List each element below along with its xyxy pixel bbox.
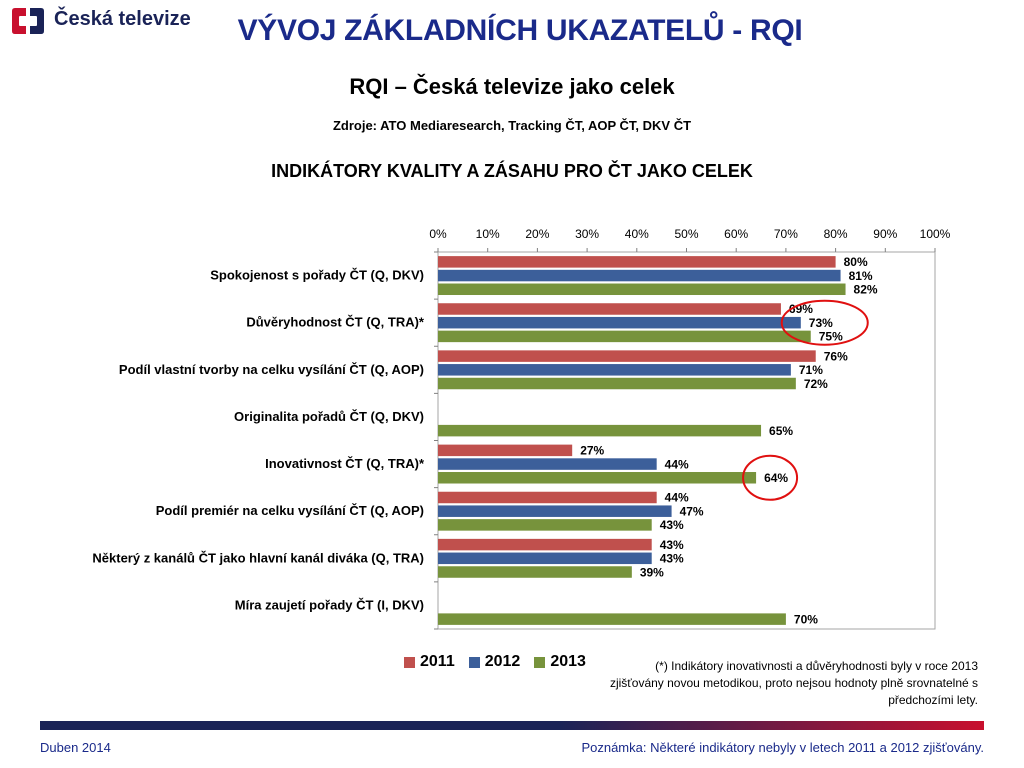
logo-text: Česká televize [54, 8, 191, 30]
data-label-2013: 43% [660, 518, 684, 532]
x-tick-label: 90% [873, 227, 897, 241]
x-tick-label: 10% [476, 227, 500, 241]
x-tick-label: 80% [824, 227, 848, 241]
bar-2011 [438, 444, 573, 457]
footer-bar [40, 721, 984, 730]
chart-title: INDIKÁTORY KVALITY A ZÁSAHU PRO ČT JAKO … [271, 161, 753, 181]
footer-date: Duben 2014 [40, 740, 111, 755]
bar-2013 [438, 377, 796, 390]
category-label: Originalita pořadů ČT (Q, DKV) [234, 409, 424, 424]
x-tick-label: 60% [724, 227, 748, 241]
bar-2012 [438, 364, 791, 376]
x-tick-label: 30% [575, 227, 599, 241]
x-tick-label: 70% [774, 227, 798, 241]
data-label-2011: 43% [660, 538, 684, 552]
category-label: Některý z kanálů ČT jako hlavní kanál di… [92, 550, 424, 565]
category-label: Inovativnost ČT (Q, TRA)* [265, 456, 425, 471]
data-label-2013: 65% [769, 424, 793, 438]
x-tick-label: 20% [525, 227, 549, 241]
bar-2011 [438, 256, 836, 268]
data-label-2012: 43% [660, 552, 684, 566]
bar-chart: 0% 10% 20% 30% 40% 50% 60% 70% 80% 90% 100% Spokoje… [92, 227, 951, 630]
legend-swatch-2013 [534, 656, 546, 668]
data-label-2012: 44% [665, 457, 689, 471]
data-label-2012: 73% [809, 316, 833, 330]
legend-item-2013: 2013 [534, 653, 586, 671]
bar-2011 [438, 303, 781, 315]
data-label-2013: 82% [854, 283, 878, 297]
page-subtitle: RQI – Česká televize jako celek [349, 74, 675, 99]
x-tick-label: 0% [429, 227, 447, 241]
data-label-2011: 27% [580, 444, 604, 458]
legend-swatch-2011 [404, 656, 415, 668]
ceska-televize-logo: Česká televize [8, 5, 198, 37]
bar-2013 [438, 283, 846, 296]
x-tick-label: 40% [625, 227, 649, 241]
data-label-2012: 71% [799, 363, 823, 377]
legend-swatch-2012 [468, 656, 480, 668]
category-label: Míra zaujetí pořady ČT (I, DKV) [235, 597, 424, 612]
bar-2012 [438, 316, 801, 329]
bar-2011 [438, 350, 816, 362]
legend-label-2012: 2012 [484, 653, 521, 670]
bar-2012 [438, 552, 652, 565]
data-label-2011: 80% [844, 255, 868, 269]
data-label-2012: 81% [849, 269, 873, 283]
footer-note: Poznámka: Některé indikátory nebyly v le… [581, 740, 984, 755]
legend-label-2011: 2011 [420, 653, 455, 670]
methodology-footnote: (*) Indikátory inovativnosti a důvěryhod… [609, 659, 978, 707]
category-label: Důvěryhodnost ČT (Q, TRA)* [246, 315, 425, 330]
data-label-2011: 76% [824, 349, 848, 363]
category-label: Podíl vlastní tvorby na celku vysílání Č… [119, 362, 424, 377]
data-label-2013: 72% [804, 377, 828, 391]
x-tick-label: 100% [920, 227, 951, 241]
bar-2011 [438, 538, 652, 551]
legend-label-2013: 2013 [550, 653, 586, 670]
data-label-2013: 75% [819, 330, 843, 344]
bar-2013 [438, 424, 762, 437]
data-label-2011: 44% [665, 491, 689, 505]
data-label-2012: 47% [680, 504, 704, 518]
category-label: Podíl premiér na celku vysílání ČT (Q, A… [156, 503, 424, 518]
bar-2013 [438, 613, 786, 625]
bar-2013 [438, 472, 757, 484]
ct-logo-icon [12, 8, 44, 34]
data-label-2013: 70% [794, 612, 818, 626]
x-tick-label: 50% [674, 227, 698, 241]
bar-2012 [438, 269, 841, 282]
bar-2013 [438, 330, 811, 343]
category-label: Spokojenost s pořady ČT (Q, DKV) [210, 268, 424, 283]
highlight-circle [742, 454, 799, 501]
sources-line: Zdroje: ATO Mediaresearch, Tracking ČT, … [332, 118, 692, 133]
page-title: VÝVOJ ZÁKLADNÍCH UKAZATELŮ - RQI [237, 14, 803, 47]
bar-2012 [438, 505, 672, 517]
legend-item-2011: 2011 [404, 653, 455, 671]
bar-2012 [438, 458, 657, 470]
bar-2011 [438, 491, 657, 504]
highlight-circle [780, 299, 869, 346]
bar-2013 [438, 519, 652, 531]
data-label-2013: 64% [764, 471, 788, 485]
bar-2013 [438, 566, 632, 578]
data-label-2013: 39% [640, 565, 664, 579]
legend-item-2012: 2012 [468, 653, 521, 671]
chart-legend: 2011 2012 2013 [404, 652, 600, 672]
